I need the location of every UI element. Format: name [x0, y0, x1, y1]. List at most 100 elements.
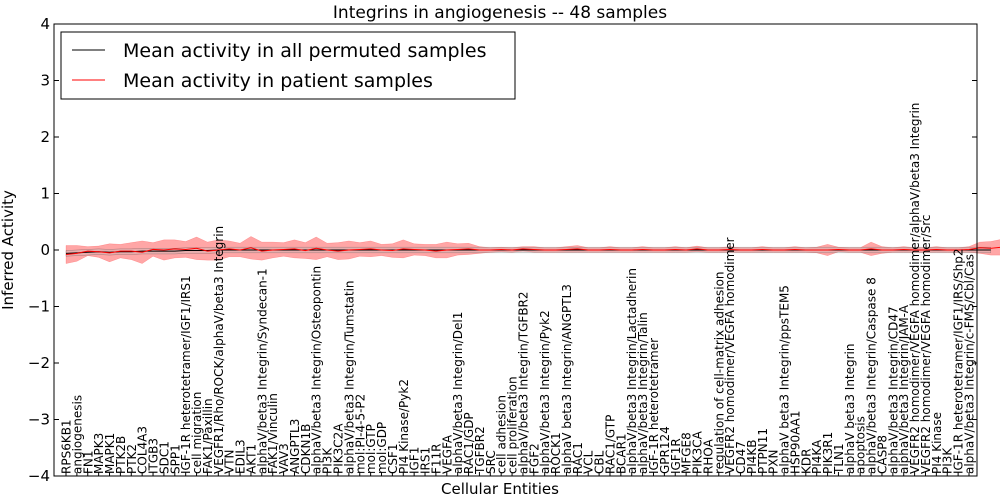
legend-label-patient: Mean activity in patient samples [123, 70, 433, 92]
x-tick-label: PI4 Kinase/Pyk2 [397, 379, 411, 474]
x-tick-label: alphaV/beta3 Integrin/Pyk2 [538, 310, 552, 474]
x-tick-label: RHOA [701, 438, 715, 474]
x-tick-label: PIK3CA [691, 430, 705, 474]
legend-label-permuted: Mean activity in all permuted samples [123, 40, 486, 62]
x-tick-label: AKT1 [244, 444, 258, 474]
x-tick-label: RPS6KB1 [60, 419, 74, 474]
x-tick-label: PI3K [941, 447, 955, 474]
x-tick-label: VCL [582, 450, 596, 474]
x-tick-label: mol:PI-4-5-P2 [353, 394, 367, 474]
x-tick-label: alphaV/beta3 Integrin/JAM-A [897, 304, 911, 474]
x-tick-label: VAV3 [277, 443, 291, 474]
x-tick-label: FAK1/Paxillin [201, 398, 215, 474]
x-tick-label: CBL [593, 450, 607, 474]
x-tick-label: PI4KB [745, 439, 759, 474]
y-axis-ticks: 4 3 2 1 0 −1 −2 −3 −4 [28, 15, 977, 485]
x-tick-label: IGF-1R heterotetramer [647, 338, 661, 474]
x-tick-label: IGF1 [408, 447, 422, 474]
x-tick-label: RAC1/GTP [603, 415, 617, 474]
x-tick-label: KDR [799, 449, 813, 474]
x-tick-label: alphaV/beta3 Integrin/Osteopontin [310, 266, 324, 474]
x-tick-label: PI4KA [810, 439, 824, 474]
y-axis-label: Inferred Activity [0, 190, 17, 310]
series-lines [65, 246, 1000, 256]
x-tick-label: ROCK1 [549, 432, 563, 474]
x-tick-label: HSP90AA1 [788, 410, 802, 474]
x-tick-label: FAK1/Vinculin [266, 393, 280, 474]
y-tick-label: 3 [40, 72, 50, 90]
x-tick-label: FN1 [81, 450, 95, 474]
y-tick-label: −3 [28, 411, 50, 429]
x-tick-label: IGF-1R heterotetramer/IGF1/IRS1 [179, 275, 193, 474]
x-tick-label: alphaV/beta3 Integrin/TGFBR2 [516, 291, 530, 474]
x-tick-label: F11R [429, 443, 443, 474]
x-tick-label: VEGFR1/Rho/ROCK/alphaV/beta3 Integrin [212, 226, 226, 474]
x-tick-label: apoptosis [854, 416, 868, 474]
x-tick-label: PI3K [321, 447, 335, 474]
y-tick-label: 0 [40, 241, 50, 259]
x-tick-label: MAPK3 [92, 433, 106, 474]
y-tick-label: 1 [40, 185, 50, 203]
x-tick-label: VEGFR2 homodimer/VEGFA homodimer/Src [919, 214, 933, 474]
y-tick-label: −2 [28, 354, 50, 372]
y-tick-label: −1 [28, 298, 50, 316]
x-tick-label: MFGE8 [680, 432, 694, 474]
x-tick-label: TGFBR2 [473, 426, 487, 475]
x-tick-label: alphaV/beta3 Integrin/Tumstatin [342, 280, 356, 474]
x-tick-label: IRS1 [419, 447, 433, 474]
x-tick-label: alphaV/beta3 Integrin/Caspase 8 [865, 277, 879, 474]
x-tick-label: regulation of cell-matrix adhesion [712, 271, 726, 474]
x-tick-label: CDKN1B [299, 424, 313, 474]
x-tick-label: SPP1 [168, 444, 182, 474]
x-tick-label: IGF-1R heterotetramer/IGF1/IRS/Shp2 [952, 248, 966, 474]
x-axis-label: Cellular Entities [441, 480, 559, 498]
y-tick-label: 4 [40, 15, 50, 33]
x-tick-label: alphaV/beta3 Integrin/Del1 [451, 312, 465, 474]
x-tick-label: angiogenesis [70, 395, 84, 474]
x-tick-label: COL4A3 [136, 426, 150, 474]
x-tick-label: EDIL3 [234, 439, 248, 474]
x-tick-label: alphaV/beta3 Integrin/Lactadherin [625, 268, 639, 474]
x-tick-label: SRC [484, 450, 498, 474]
x-tick-label: alphaV/beta3 Integrin/Syndecan-1 [255, 268, 269, 474]
y-tick-label: 2 [40, 128, 50, 146]
x-tick-label: mol:GTP [364, 424, 378, 474]
x-tick-label: VEGFR2 homodimer/VEGFA homodimer/alphaV/… [908, 103, 922, 474]
x-tick-label: MAPK1 [103, 433, 117, 474]
legend-box [60, 31, 516, 100]
x-tick-label: RAC1/GDP [462, 412, 476, 474]
x-tick-label: alphaV/beta3 Integrin/CD47 [886, 306, 900, 474]
x-tick-label: mol:GDP [375, 422, 389, 474]
x-tick-label: CASP8 [875, 435, 889, 474]
chart-title: Integrins in angiogenesis -- 48 samples [333, 3, 667, 23]
plot-frame [53, 23, 978, 477]
x-tick-label: CD47 [734, 441, 748, 474]
legend: Mean activity in all permuted samples Me… [60, 31, 516, 100]
x-tick-label: alphaV beta3 Integrin [843, 343, 857, 474]
x-tick-label: cell migration [190, 392, 204, 474]
x-tick-label: TLN1 [832, 443, 846, 475]
x-tick-label: PI4 Kinase [930, 412, 944, 474]
y-tick-label: −4 [28, 467, 50, 485]
x-tick-label: PTK2B [114, 436, 128, 474]
x-tick-label: ANGPTL3 [288, 419, 302, 474]
x-tick-label: PIK3C2A [331, 423, 345, 474]
x-tick-label: ITGB3 [147, 438, 161, 474]
x-tick-label: cell adhesion [495, 395, 509, 474]
patient-series-line [65, 246, 1000, 256]
x-tick-label: IGF1R [669, 438, 683, 474]
x-tick-label: VTN [223, 449, 237, 474]
x-tick-label: SDC1 [157, 441, 171, 474]
x-tick-label: RAC1 [571, 442, 585, 474]
x-tick-label: CSF1 [386, 443, 400, 474]
x-tick-label: FGF2 [527, 443, 541, 474]
x-tick-label: cell proliferation [506, 376, 520, 474]
x-tick-label: PXN [767, 450, 781, 474]
x-tick-labels: RPS6KB1angiogenesisFN1MAPK3MAPK1PTK2BPTK… [60, 103, 977, 476]
x-tick-label: PIK3R1 [821, 432, 835, 474]
x-tick-label: BCAR1 [614, 433, 628, 474]
x-tick-label: VEGFR2 homodimer/VEGFA homodimer [723, 237, 737, 474]
x-tick-label: alphaV/beta3 Integrin/c-FMS/Cbl/Cas [963, 254, 977, 474]
x-tick-label: alphaV beta3 Integrin/ppsTEM5 [778, 285, 792, 474]
x-tick-label: VEGFA [440, 434, 454, 474]
